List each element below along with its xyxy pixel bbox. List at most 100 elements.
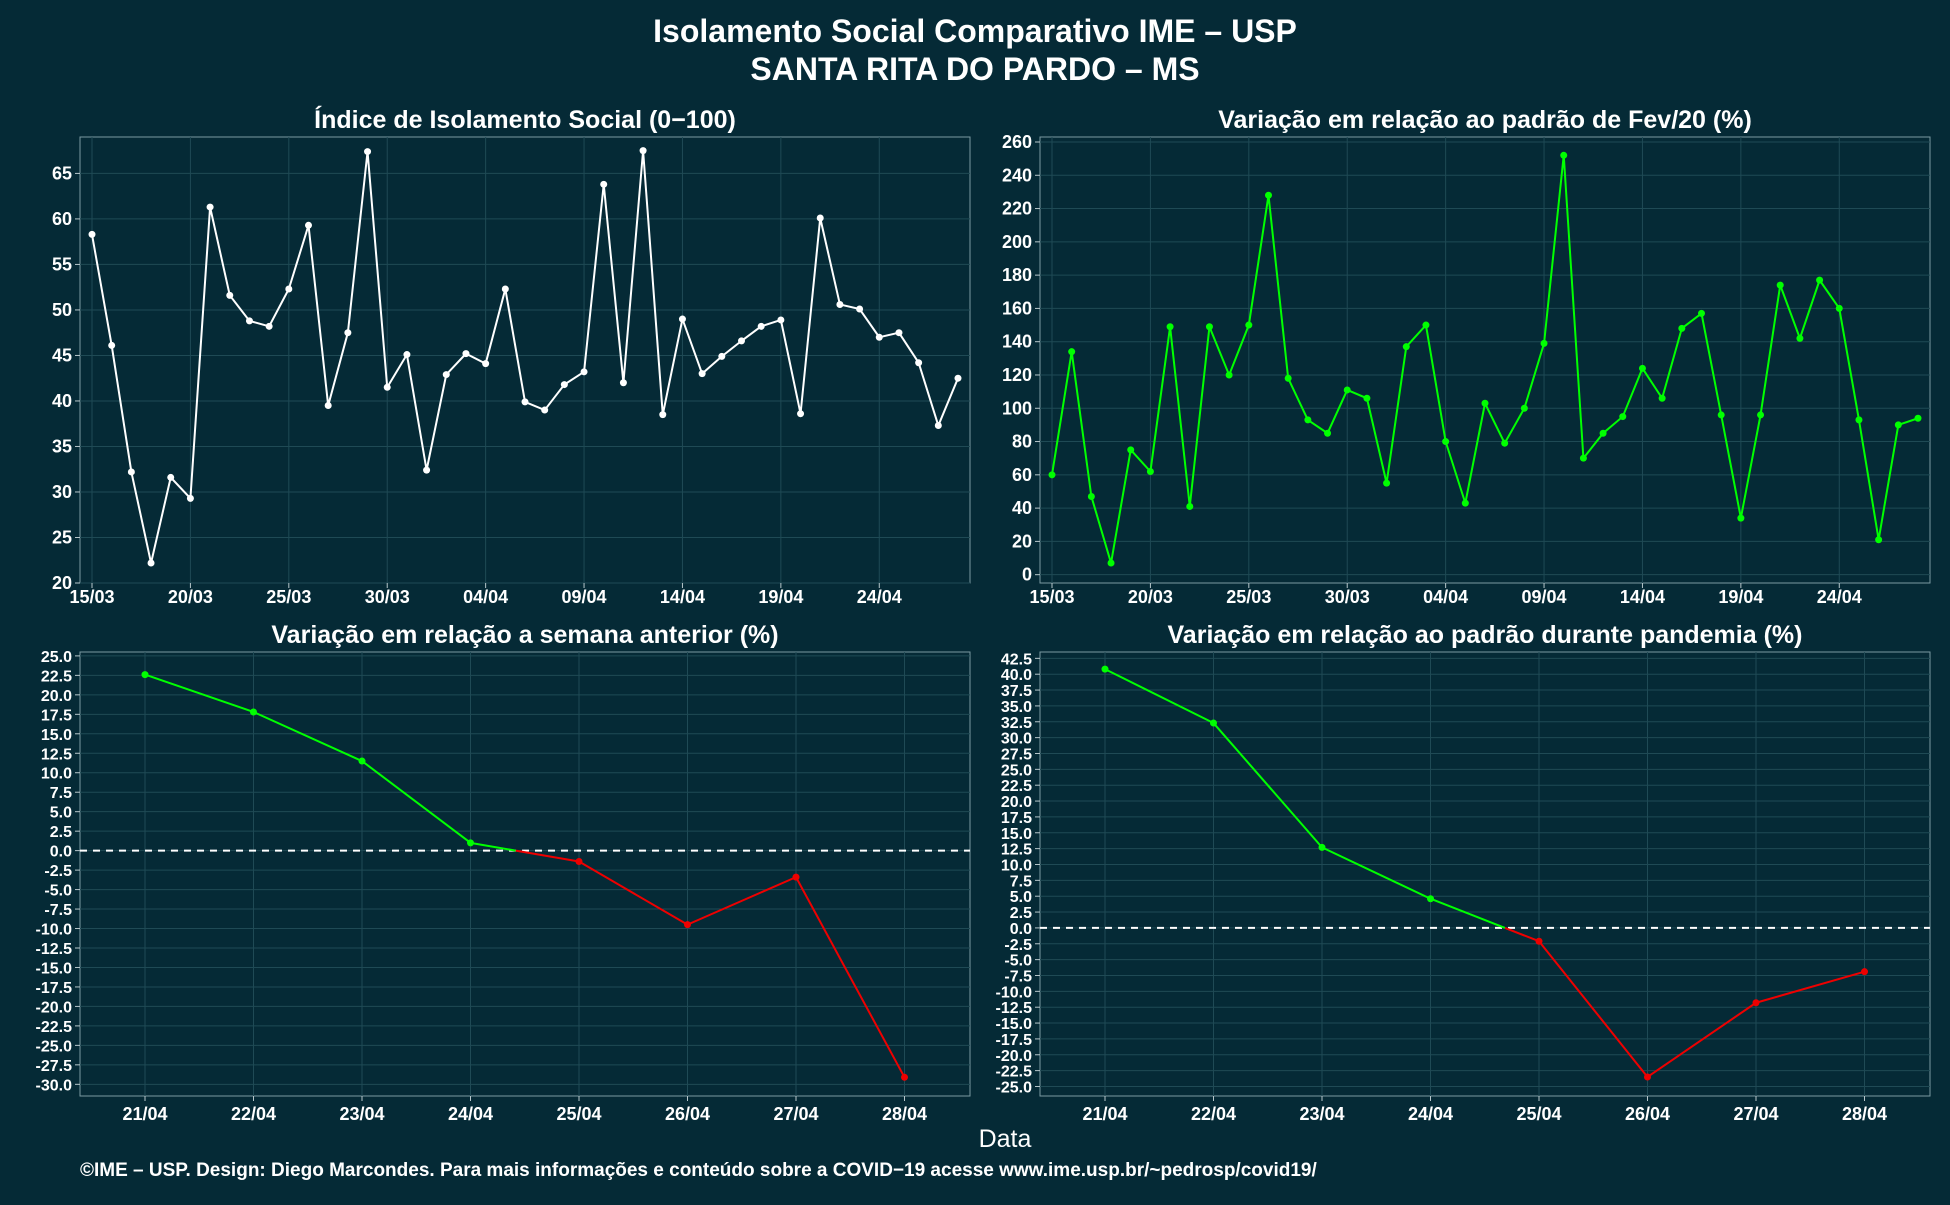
data-point: [934, 422, 942, 430]
series-segment: [687, 876, 797, 926]
x-tick-label: 24/04: [857, 587, 902, 607]
panel-variation-feb20: Variação em relação ao padrão de Fev/20 …: [1002, 106, 1931, 607]
data-point: [305, 221, 312, 229]
y-tick-label: -12.5: [36, 941, 73, 958]
data-point: [1048, 471, 1056, 479]
x-tick-label: 20/03: [1128, 587, 1173, 607]
data-point: [1752, 999, 1760, 1007]
y-tick-label: 260: [1002, 132, 1032, 152]
data-point: [1461, 499, 1469, 507]
series-segment: [1646, 1001, 1757, 1078]
main-subtitle: SANTA RITA DO PARDO – MS: [750, 51, 1199, 87]
y-tick-label: -25.0: [36, 1038, 73, 1055]
y-tick-label: -27.5: [36, 1058, 73, 1075]
y-tick-label: 55: [52, 254, 72, 274]
y-tick-label: 60: [1012, 465, 1032, 485]
x-tick-label: 28/04: [882, 1104, 927, 1124]
x-tick-label: 04/04: [1423, 587, 1468, 607]
data-point: [1146, 468, 1154, 475]
y-tick-label: 50: [52, 300, 72, 320]
y-tick-label: 30: [52, 482, 72, 502]
data-point: [1717, 411, 1725, 419]
data-point: [1638, 364, 1646, 372]
y-tick-label: -2.5: [1004, 937, 1032, 954]
y-tick-label: 0: [1022, 565, 1032, 585]
series-segment: [1212, 722, 1323, 849]
x-tick-label: 25/04: [1516, 1104, 1561, 1124]
series-segment: [361, 760, 472, 844]
series-segment: [515, 849, 580, 863]
data-point: [1520, 404, 1528, 412]
data-point: [147, 559, 155, 567]
x-tick-label: 14/04: [660, 587, 705, 607]
data-point: [1540, 339, 1548, 347]
data-point: [1796, 334, 1804, 342]
data-point: [1205, 323, 1213, 331]
x-tick-label: 21/04: [122, 1104, 167, 1124]
data-point: [206, 203, 214, 211]
data-point: [1284, 374, 1292, 382]
x-tick-label: 25/04: [556, 1104, 601, 1124]
series-segment: [1755, 970, 1865, 1004]
data-point: [1599, 429, 1607, 437]
data-point: [1422, 321, 1430, 329]
data-point: [1402, 343, 1410, 351]
data-point: [738, 337, 745, 345]
data-point: [1304, 416, 1312, 424]
y-tick-label: 140: [1002, 332, 1032, 352]
data-point: [467, 839, 474, 847]
y-tick-label: 7.5: [50, 785, 72, 802]
data-point: [580, 368, 588, 376]
data-point: [482, 360, 490, 368]
y-tick-label: -12.5: [996, 1000, 1033, 1017]
data-point: [442, 371, 450, 379]
y-tick-label: 5.0: [1010, 889, 1032, 906]
x-tick-label: 25/03: [266, 587, 311, 607]
x-tick-label: 14/04: [1620, 587, 1665, 607]
data-point: [1861, 968, 1868, 976]
x-tick-label: 23/04: [339, 1104, 384, 1124]
data-point: [1318, 843, 1326, 851]
y-tick-label: 2.5: [50, 824, 72, 841]
plot-frame: [1039, 136, 1931, 584]
data-point: [1535, 937, 1543, 945]
y-tick-label: 5.0: [50, 805, 72, 822]
main-title: Isolamento Social Comparativo IME – USP: [653, 13, 1297, 49]
data-point: [358, 757, 366, 765]
y-tick-label: -10.0: [996, 984, 1033, 1001]
data-point: [1560, 151, 1568, 159]
data-point: [1087, 492, 1095, 500]
data-point: [1644, 1073, 1651, 1081]
data-point: [1875, 536, 1883, 544]
y-tick-label: 10.0: [41, 766, 72, 783]
x-tick-label: 04/04: [463, 587, 508, 607]
y-tick-label: 65: [52, 163, 72, 183]
data-point: [324, 402, 332, 410]
data-point: [1481, 399, 1489, 407]
x-tick-label: 28/04: [1842, 1104, 1887, 1124]
y-tick-label: 25: [52, 527, 72, 547]
y-tick-label: 30.0: [1001, 731, 1032, 748]
x-tick-label: 09/04: [1522, 587, 1567, 607]
y-tick-label: 160: [1002, 298, 1032, 318]
y-tick-label: 0.0: [1010, 921, 1032, 938]
y-tick-label: -20.0: [996, 1048, 1033, 1065]
y-tick-label: 40: [1012, 498, 1032, 518]
y-tick-label: 200: [1002, 232, 1032, 252]
footer-credits: ©IME – USP. Design: Diego Marcondes. Par…: [80, 1160, 1317, 1181]
y-tick-label: 12.5: [1001, 842, 1032, 859]
x-tick-label: 22/04: [1191, 1104, 1236, 1124]
data-point: [600, 180, 608, 188]
series-segment: [1321, 846, 1431, 900]
plot-frame: [1039, 651, 1931, 1097]
series-segment: [578, 860, 689, 926]
y-tick-label: 240: [1002, 165, 1032, 185]
x-tick-label: 15/03: [69, 587, 114, 607]
y-tick-label: -10.0: [36, 922, 73, 939]
data-point: [678, 315, 686, 323]
data-point: [541, 406, 549, 414]
panel-variation-previous-week: Variação em relação a semana anterior (%…: [36, 621, 971, 1124]
series-segment: [253, 711, 363, 762]
data-point: [1658, 394, 1666, 402]
